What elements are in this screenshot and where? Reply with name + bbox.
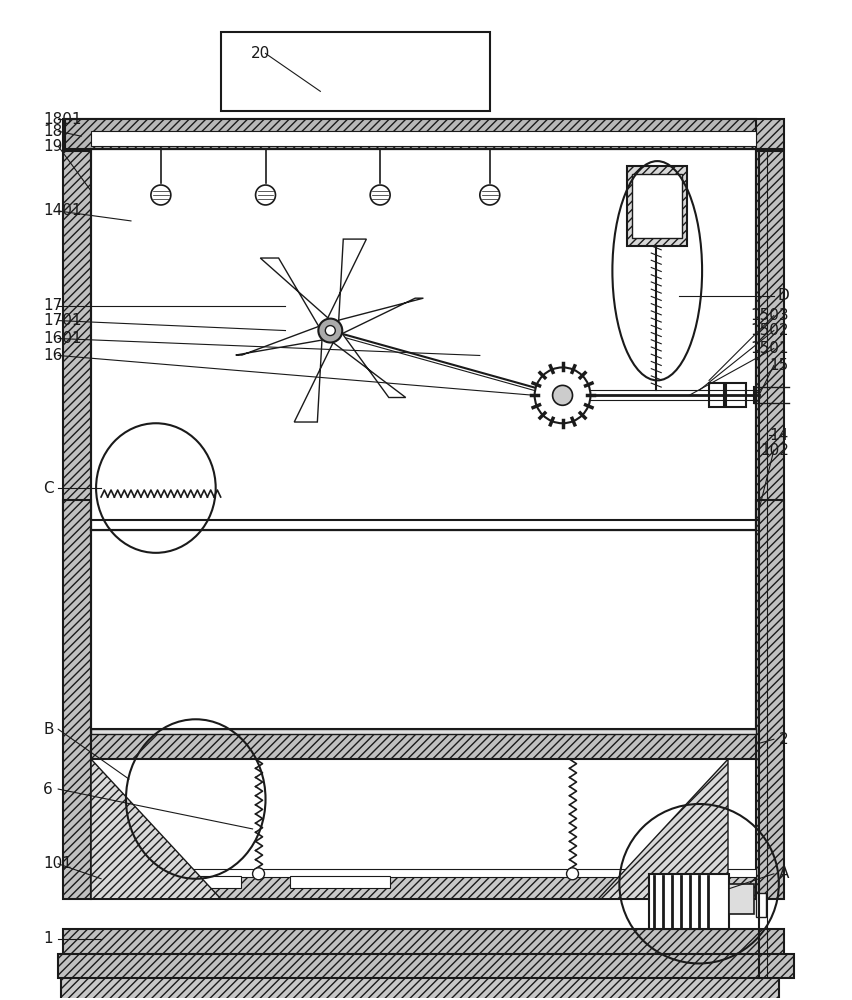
Text: 1502: 1502 — [751, 323, 789, 338]
Bar — [63, 119, 784, 149]
Bar — [91, 729, 756, 734]
Text: 2: 2 — [780, 732, 789, 747]
Polygon shape — [91, 759, 221, 899]
Text: 1701: 1701 — [43, 313, 82, 328]
Text: B: B — [43, 722, 54, 737]
Text: 102: 102 — [760, 443, 789, 458]
Text: 19: 19 — [43, 139, 63, 154]
Circle shape — [370, 185, 390, 205]
Text: 6: 6 — [43, 782, 53, 797]
Text: 1601: 1601 — [43, 331, 82, 346]
Text: 17: 17 — [43, 298, 62, 313]
Bar — [61, 954, 779, 1000]
Bar — [632, 174, 682, 238]
Circle shape — [553, 385, 573, 405]
Circle shape — [256, 185, 275, 205]
Polygon shape — [260, 258, 337, 336]
Polygon shape — [327, 298, 423, 338]
Circle shape — [319, 319, 343, 343]
Text: 15: 15 — [769, 358, 789, 373]
Bar — [726, 383, 746, 407]
Text: C: C — [43, 481, 54, 496]
Bar — [58, 954, 794, 978]
Polygon shape — [323, 239, 366, 333]
Text: 1: 1 — [43, 931, 53, 946]
Bar — [627, 166, 688, 246]
Text: 14: 14 — [769, 428, 789, 443]
Bar — [91, 872, 756, 899]
Bar — [649, 874, 729, 929]
Text: 18: 18 — [43, 124, 62, 139]
Bar — [756, 500, 784, 899]
Bar — [66, 119, 756, 149]
Circle shape — [535, 367, 590, 423]
Polygon shape — [236, 323, 332, 355]
Text: 16: 16 — [43, 348, 63, 363]
Bar — [291, 876, 390, 888]
Bar — [221, 32, 490, 111]
Polygon shape — [294, 328, 338, 422]
Circle shape — [567, 868, 579, 880]
Circle shape — [252, 868, 264, 880]
Polygon shape — [598, 759, 728, 899]
Circle shape — [151, 185, 171, 205]
Bar — [709, 383, 724, 407]
Bar — [121, 876, 240, 888]
Text: A: A — [779, 866, 789, 881]
Bar — [91, 869, 756, 877]
Text: 1401: 1401 — [43, 203, 82, 218]
Text: 20: 20 — [250, 46, 270, 61]
Bar — [91, 729, 756, 759]
Bar — [756, 893, 766, 917]
Text: 1501: 1501 — [751, 341, 789, 356]
Bar — [729, 884, 754, 914]
Circle shape — [480, 185, 500, 205]
Text: D: D — [777, 288, 789, 303]
Text: 1503: 1503 — [751, 308, 789, 323]
Bar — [63, 500, 91, 899]
Circle shape — [325, 326, 336, 336]
Bar — [756, 151, 784, 530]
Bar — [63, 929, 784, 973]
Text: 101: 101 — [43, 856, 72, 871]
Polygon shape — [325, 325, 406, 398]
Text: 1801: 1801 — [43, 112, 82, 127]
Bar — [63, 151, 91, 530]
Bar — [91, 131, 756, 146]
